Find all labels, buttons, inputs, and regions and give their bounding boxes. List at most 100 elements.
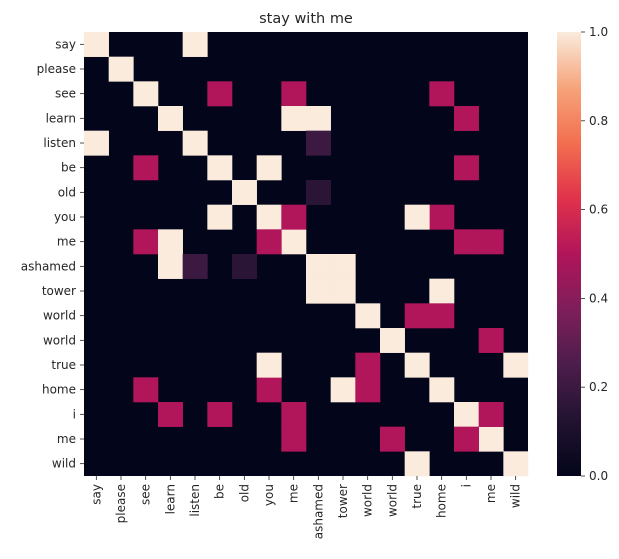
heatmap-cell	[182, 32, 208, 57]
heatmap-cell	[478, 402, 504, 427]
colorbar-label: 0.0	[589, 469, 608, 483]
heatmap-cell	[454, 402, 479, 427]
heatmap-cell	[429, 303, 455, 329]
row-label: see	[55, 87, 76, 101]
heatmap-cell	[478, 328, 504, 353]
heatmap-cell	[380, 328, 405, 353]
heatmap-cell	[503, 352, 529, 378]
heatmap-cell	[158, 254, 183, 279]
column-labels: say please see learn listen be old you me ashamed…	[89, 476, 523, 539]
column-label: world	[385, 484, 399, 517]
heatmap-cell	[133, 81, 159, 107]
row-label: world	[43, 309, 76, 323]
column-label: ashamed	[311, 484, 325, 539]
row-label: please	[37, 62, 76, 76]
heatmap-cell	[404, 204, 430, 230]
column-label: say	[89, 484, 103, 505]
heatmap-cell	[454, 229, 479, 255]
heatmap-cell	[108, 56, 134, 82]
heatmap-cell	[207, 81, 233, 107]
column-label: world	[361, 484, 375, 517]
column-label: see	[139, 484, 153, 505]
heatmap-cell	[281, 204, 307, 230]
column-label: me	[287, 484, 301, 503]
row-label: be	[61, 161, 76, 175]
heatmap-cell	[355, 377, 381, 403]
heatmap-cell	[207, 155, 233, 181]
heatmap-cell	[281, 81, 307, 107]
row-label: world	[43, 333, 76, 347]
column-label: home	[435, 484, 449, 518]
heatmap-cell	[306, 180, 331, 205]
colorbar-label: 0.8	[589, 114, 608, 128]
column-label: you	[262, 484, 276, 506]
heatmap-cell	[256, 229, 282, 255]
colorbar-label: 1.0	[589, 25, 608, 39]
heatmap-cell	[207, 204, 233, 230]
heatmap-cell	[330, 278, 356, 304]
row-label: say	[55, 37, 76, 51]
heatmap-cell	[306, 278, 331, 304]
heatmap-cell	[454, 155, 479, 181]
column-label: please	[114, 484, 128, 523]
column-label: wild	[509, 484, 523, 508]
row-label: me	[57, 235, 76, 249]
heatmap-cell	[281, 426, 307, 452]
heatmap-cell	[256, 155, 282, 181]
heatmap-cell	[330, 254, 356, 279]
row-label: old	[58, 185, 76, 199]
heatmap-cell	[182, 254, 208, 279]
heatmap-cell	[207, 402, 233, 427]
heatmap-cell	[133, 229, 159, 255]
heatmap-cell	[158, 402, 183, 427]
heatmap-cell	[306, 254, 331, 279]
heatmap-cell	[306, 130, 331, 156]
row-label: i	[73, 407, 76, 421]
heatmap-cell	[478, 229, 504, 255]
row-label: home	[42, 383, 76, 397]
row-label: tower	[42, 284, 76, 298]
heatmap-cell	[330, 377, 356, 403]
column-label: listen	[188, 484, 202, 517]
column-label: be	[213, 484, 227, 499]
heatmap-grid	[84, 32, 529, 477]
heatmap-cell	[454, 106, 479, 131]
heatmap-cell	[380, 426, 405, 452]
colorbar-gradient	[557, 32, 581, 476]
heatmap-cell	[503, 451, 529, 477]
row-label: learn	[46, 111, 76, 125]
chart-title: stay with me	[259, 11, 353, 27]
heatmap-cell	[158, 229, 183, 255]
heatmap-cell	[404, 303, 430, 329]
row-labels: say please see learn listen be old you me ashamed…	[21, 37, 84, 471]
row-label: ashamed	[21, 259, 76, 273]
heatmap-cell	[281, 402, 307, 427]
column-label: i	[459, 484, 473, 487]
row-label: you	[54, 210, 76, 224]
heatmap-cell	[429, 204, 455, 230]
column-label: true	[410, 484, 424, 509]
heatmap-cell	[158, 106, 183, 131]
heatmap-cell	[256, 377, 282, 403]
heatmap-cell	[256, 352, 282, 378]
heatmap-cell	[281, 106, 307, 131]
colorbar-label: 0.6	[589, 203, 608, 217]
colorbar-label: 0.4	[589, 291, 608, 305]
column-label: me	[484, 484, 498, 503]
heatmap-cell	[429, 278, 455, 304]
heatmap-cell	[281, 229, 307, 255]
heatmap-cell	[84, 32, 109, 57]
heatmap-cell	[256, 204, 282, 230]
column-label: tower	[336, 484, 350, 518]
heatmap-cell	[306, 106, 331, 131]
heatmap-cell	[478, 426, 504, 452]
column-label: old	[237, 484, 251, 502]
row-label: true	[51, 358, 76, 372]
heatmap-cell	[429, 81, 455, 107]
heatmap-cell	[182, 130, 208, 156]
row-label: wild	[52, 457, 76, 471]
column-label: learn	[163, 484, 177, 514]
heatmap-cell	[232, 180, 257, 205]
row-label: listen	[43, 136, 76, 150]
